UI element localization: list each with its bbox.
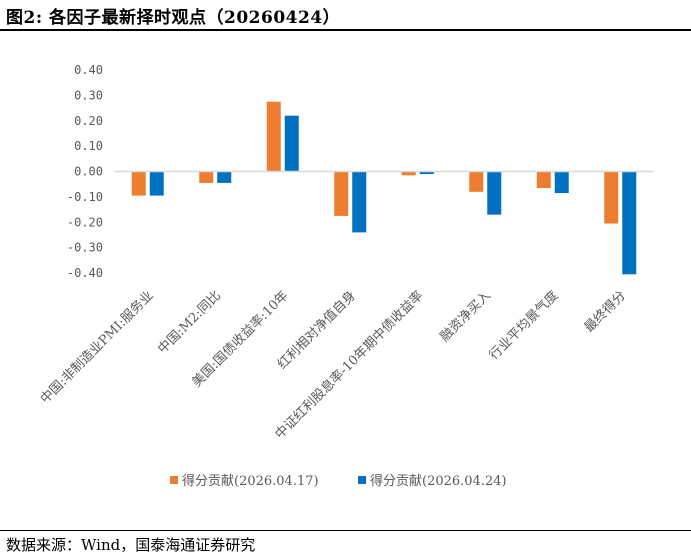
bar-series2-1 bbox=[217, 171, 232, 183]
figure-title: 图2: 各因子最新择时观点（20260424） bbox=[6, 8, 341, 28]
legend-swatch-2 bbox=[358, 476, 366, 484]
bar-series1-2 bbox=[266, 101, 281, 172]
legend: 得分贡献(2026.04.17) 得分贡献(2026.04.24) bbox=[170, 473, 507, 489]
y-tick-label: -0.40 bbox=[67, 266, 103, 280]
y-tick-label: -0.30 bbox=[67, 241, 103, 255]
bar-series2-4 bbox=[419, 171, 434, 175]
bar-series1-0 bbox=[131, 171, 146, 196]
bar-series1-5 bbox=[469, 171, 484, 192]
x-category-label: 最终得分 bbox=[581, 288, 629, 336]
bar-series1-6 bbox=[536, 171, 551, 188]
source-note: 数据来源：Wind，国泰海通证券研究 bbox=[6, 536, 256, 554]
y-tick-label: 0.30 bbox=[74, 88, 103, 102]
legend-swatch-1 bbox=[170, 476, 178, 484]
bar-series1-4 bbox=[401, 171, 416, 176]
bar-series1-1 bbox=[199, 171, 214, 183]
y-tick-label: 0.00 bbox=[74, 165, 103, 179]
y-axis: 0.40 0.30 0.20 0.10 0.00 -0.10 -0.20 -0.30 -0.40 bbox=[67, 63, 103, 280]
title-rule bbox=[0, 29, 691, 31]
y-tick-label: -0.10 bbox=[67, 190, 103, 204]
bar-series2-2 bbox=[284, 115, 299, 172]
bar-series2-7 bbox=[622, 171, 637, 275]
bar-series2-6 bbox=[554, 171, 569, 194]
y-tick-label: -0.20 bbox=[67, 215, 103, 229]
legend-label-2: 得分贡献(2026.04.24) bbox=[370, 473, 507, 489]
bar-series1-3 bbox=[334, 171, 349, 216]
source-rule bbox=[0, 530, 691, 531]
x-category-label: 中国:M2:同比 bbox=[155, 288, 224, 357]
bar-series2-3 bbox=[352, 171, 367, 233]
bar-series1-7 bbox=[604, 171, 619, 224]
x-axis-labels: 中国:非制造业PMI:服务业中国:M2:同比美国:国债收益率:10年红利相对净值… bbox=[37, 288, 629, 443]
y-tick-label: 0.20 bbox=[74, 114, 103, 128]
bars bbox=[131, 101, 637, 275]
y-tick-label: 0.40 bbox=[74, 63, 103, 77]
bar-series2-5 bbox=[487, 171, 502, 215]
x-category-label: 中证红利股息率-10年期中债收益率 bbox=[272, 288, 427, 443]
x-category-label: 中国:非制造业PMI:服务业 bbox=[37, 288, 156, 407]
x-category-label: 行业平均景气度 bbox=[486, 288, 562, 364]
legend-label-1: 得分贡献(2026.04.17) bbox=[182, 473, 319, 489]
y-tick-label: 0.10 bbox=[74, 139, 103, 153]
bar-series2-0 bbox=[149, 171, 164, 196]
x-category-label: 融资净买入 bbox=[437, 288, 494, 345]
